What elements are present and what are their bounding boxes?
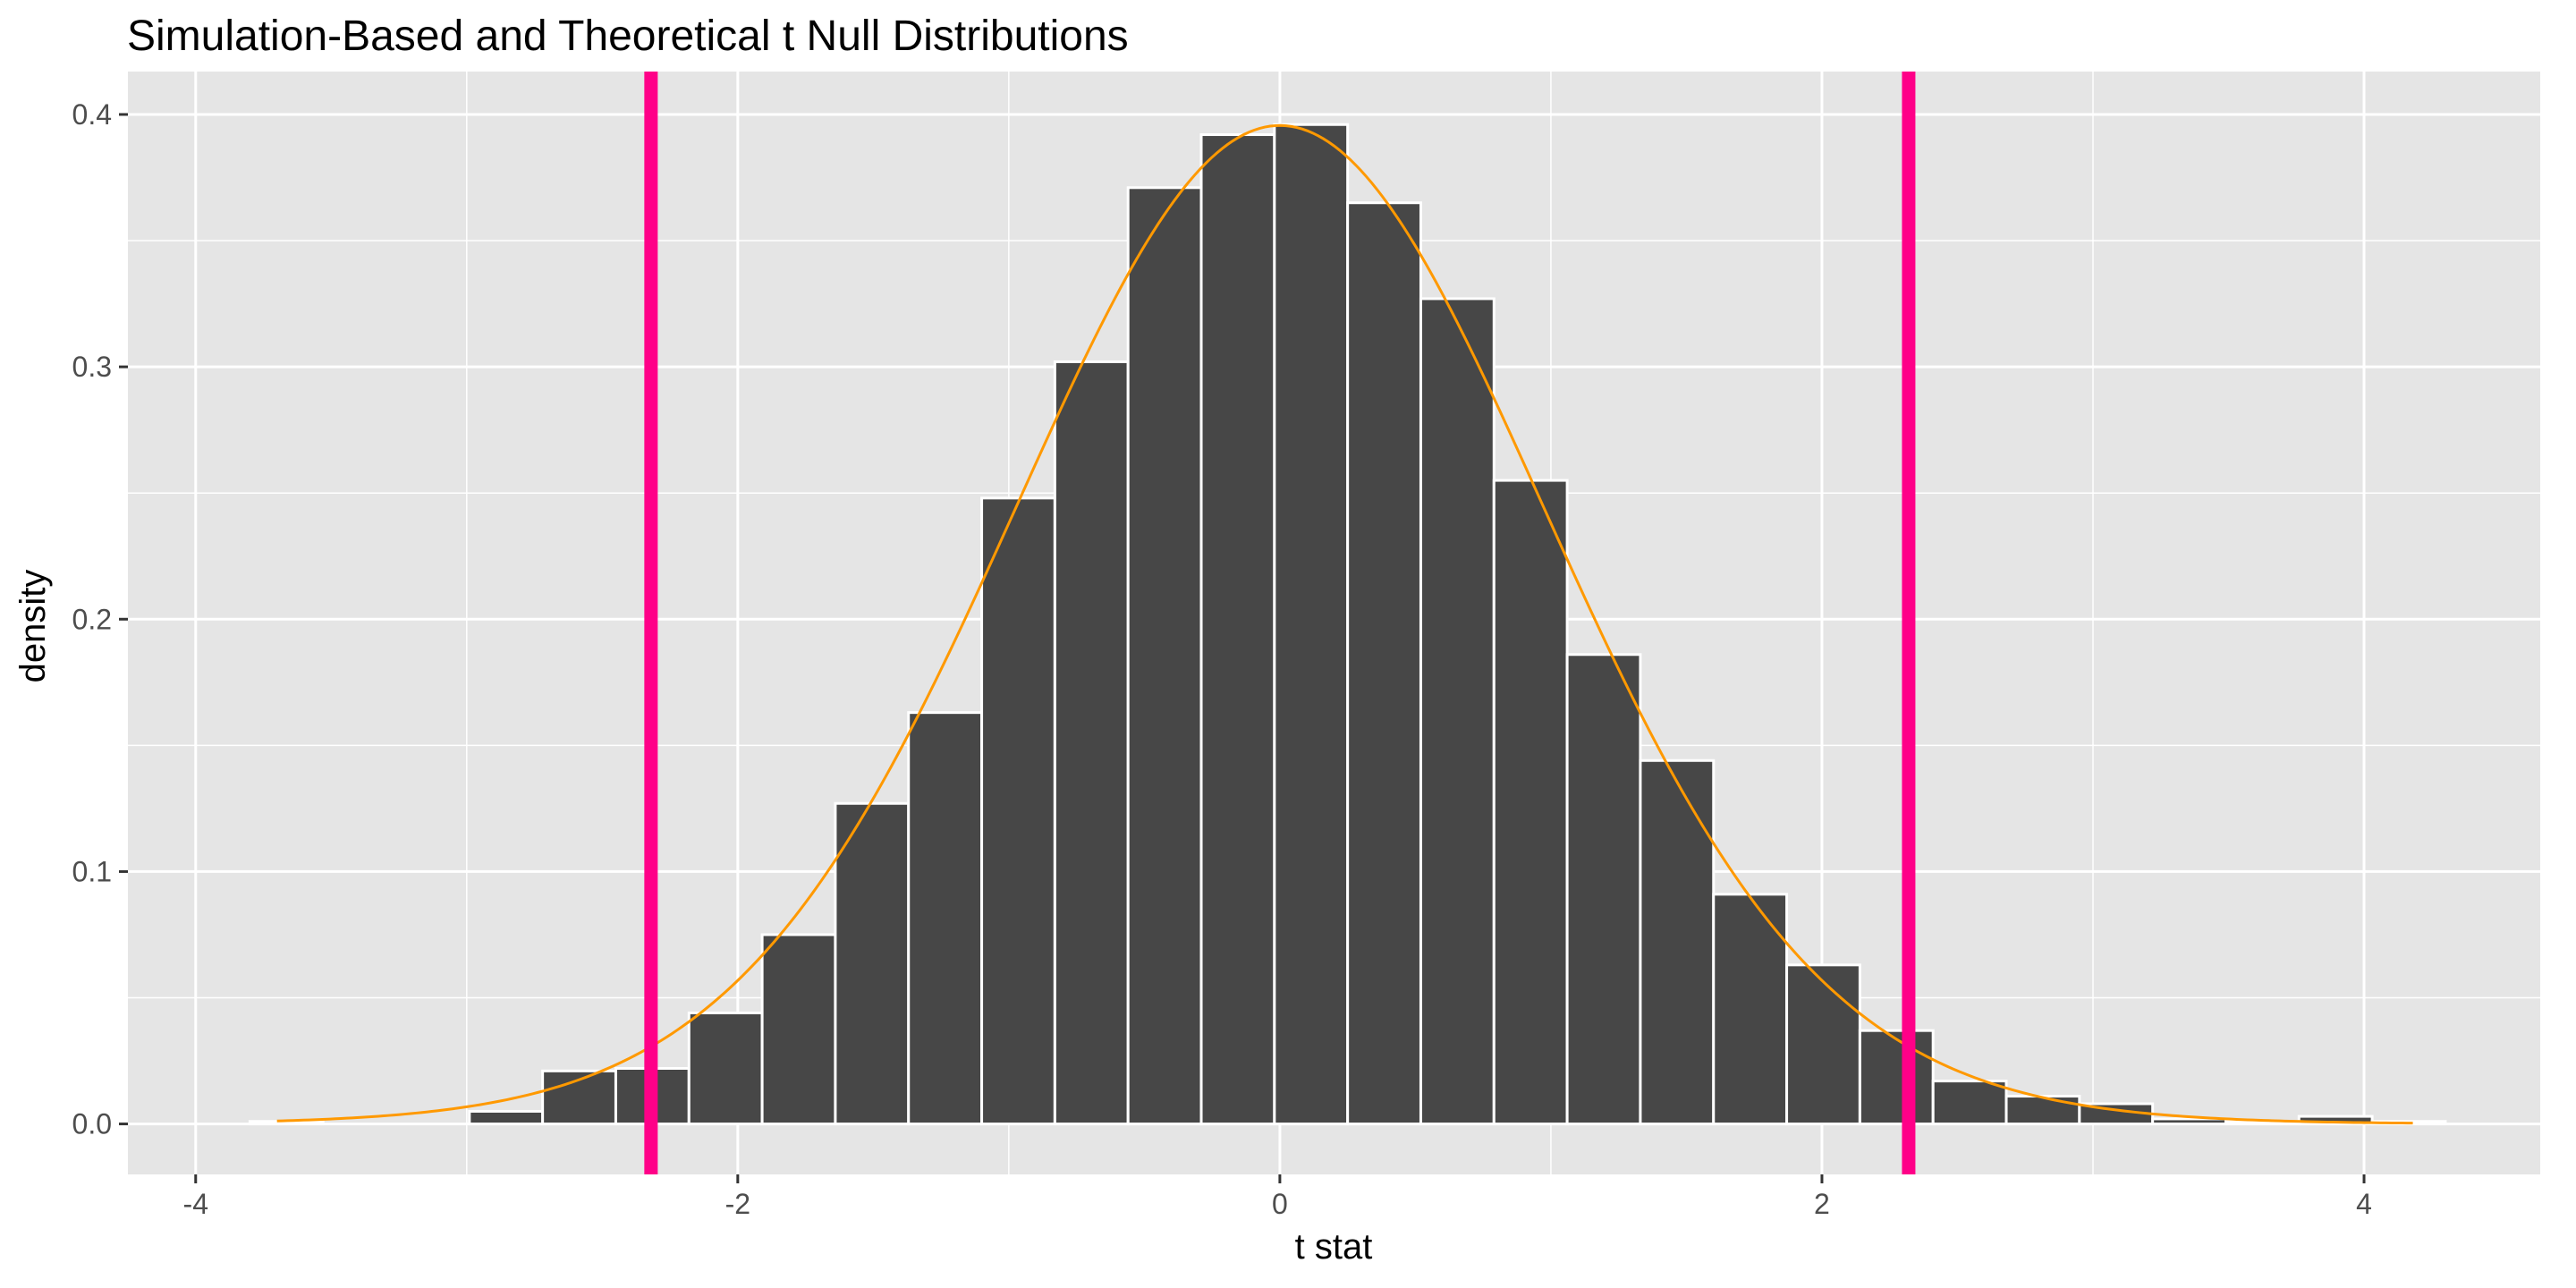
histogram-bar (1126, 186, 1203, 1126)
x-tick-label: 0 (1272, 1188, 1288, 1220)
x-axis-label: t stat (1295, 1227, 1373, 1267)
y-tick-label: 0.2 (72, 603, 112, 635)
y-axis-label: density (13, 570, 53, 683)
histogram-bar (1053, 360, 1130, 1126)
histogram-bar (1565, 653, 1642, 1126)
histogram-bar (468, 1109, 545, 1126)
theoretical-t-curve (276, 123, 2413, 1125)
histogram-bar (834, 801, 911, 1126)
histogram-bar (1712, 893, 1789, 1126)
histogram-bar (760, 933, 837, 1126)
histogram-bar (687, 1011, 764, 1126)
x-tick-label: -2 (725, 1188, 750, 1220)
y-tick-label: 0.0 (72, 1108, 112, 1140)
histogram-bar (1273, 123, 1350, 1126)
y-tick-label: 0.4 (72, 98, 112, 131)
histogram-bar (980, 496, 1056, 1126)
histogram-bar (1785, 963, 1861, 1126)
histogram-bar (1858, 1029, 1935, 1126)
chart-title: Simulation-Based and Theoretical t Null … (127, 13, 1129, 60)
histogram-bar (1419, 297, 1496, 1126)
theoretical-curve-layer (276, 123, 2413, 1125)
histogram-bar (2004, 1095, 2081, 1126)
y-tick-label: 0.3 (72, 351, 112, 383)
histogram-bar (1199, 133, 1276, 1126)
histogram-bar (1346, 201, 1422, 1126)
y-axis-ticks: 0.0 0.1 0.2 0.3 0.4 (72, 98, 128, 1140)
x-tick-label: 4 (2356, 1188, 2372, 1220)
y-tick-label: 0.1 (72, 855, 112, 887)
histogram-bar (907, 711, 984, 1126)
histogram-bar (1639, 758, 1716, 1126)
reference-lines (644, 72, 1916, 1174)
histogram-bar (1492, 479, 1569, 1126)
x-axis-ticks: -4 -2 0 2 4 (183, 1174, 2372, 1220)
histogram-bar (1931, 1080, 2008, 1126)
histogram-bars (248, 123, 2447, 1126)
x-tick-label: 2 (1814, 1188, 1830, 1220)
x-tick-label: -4 (183, 1188, 208, 1220)
